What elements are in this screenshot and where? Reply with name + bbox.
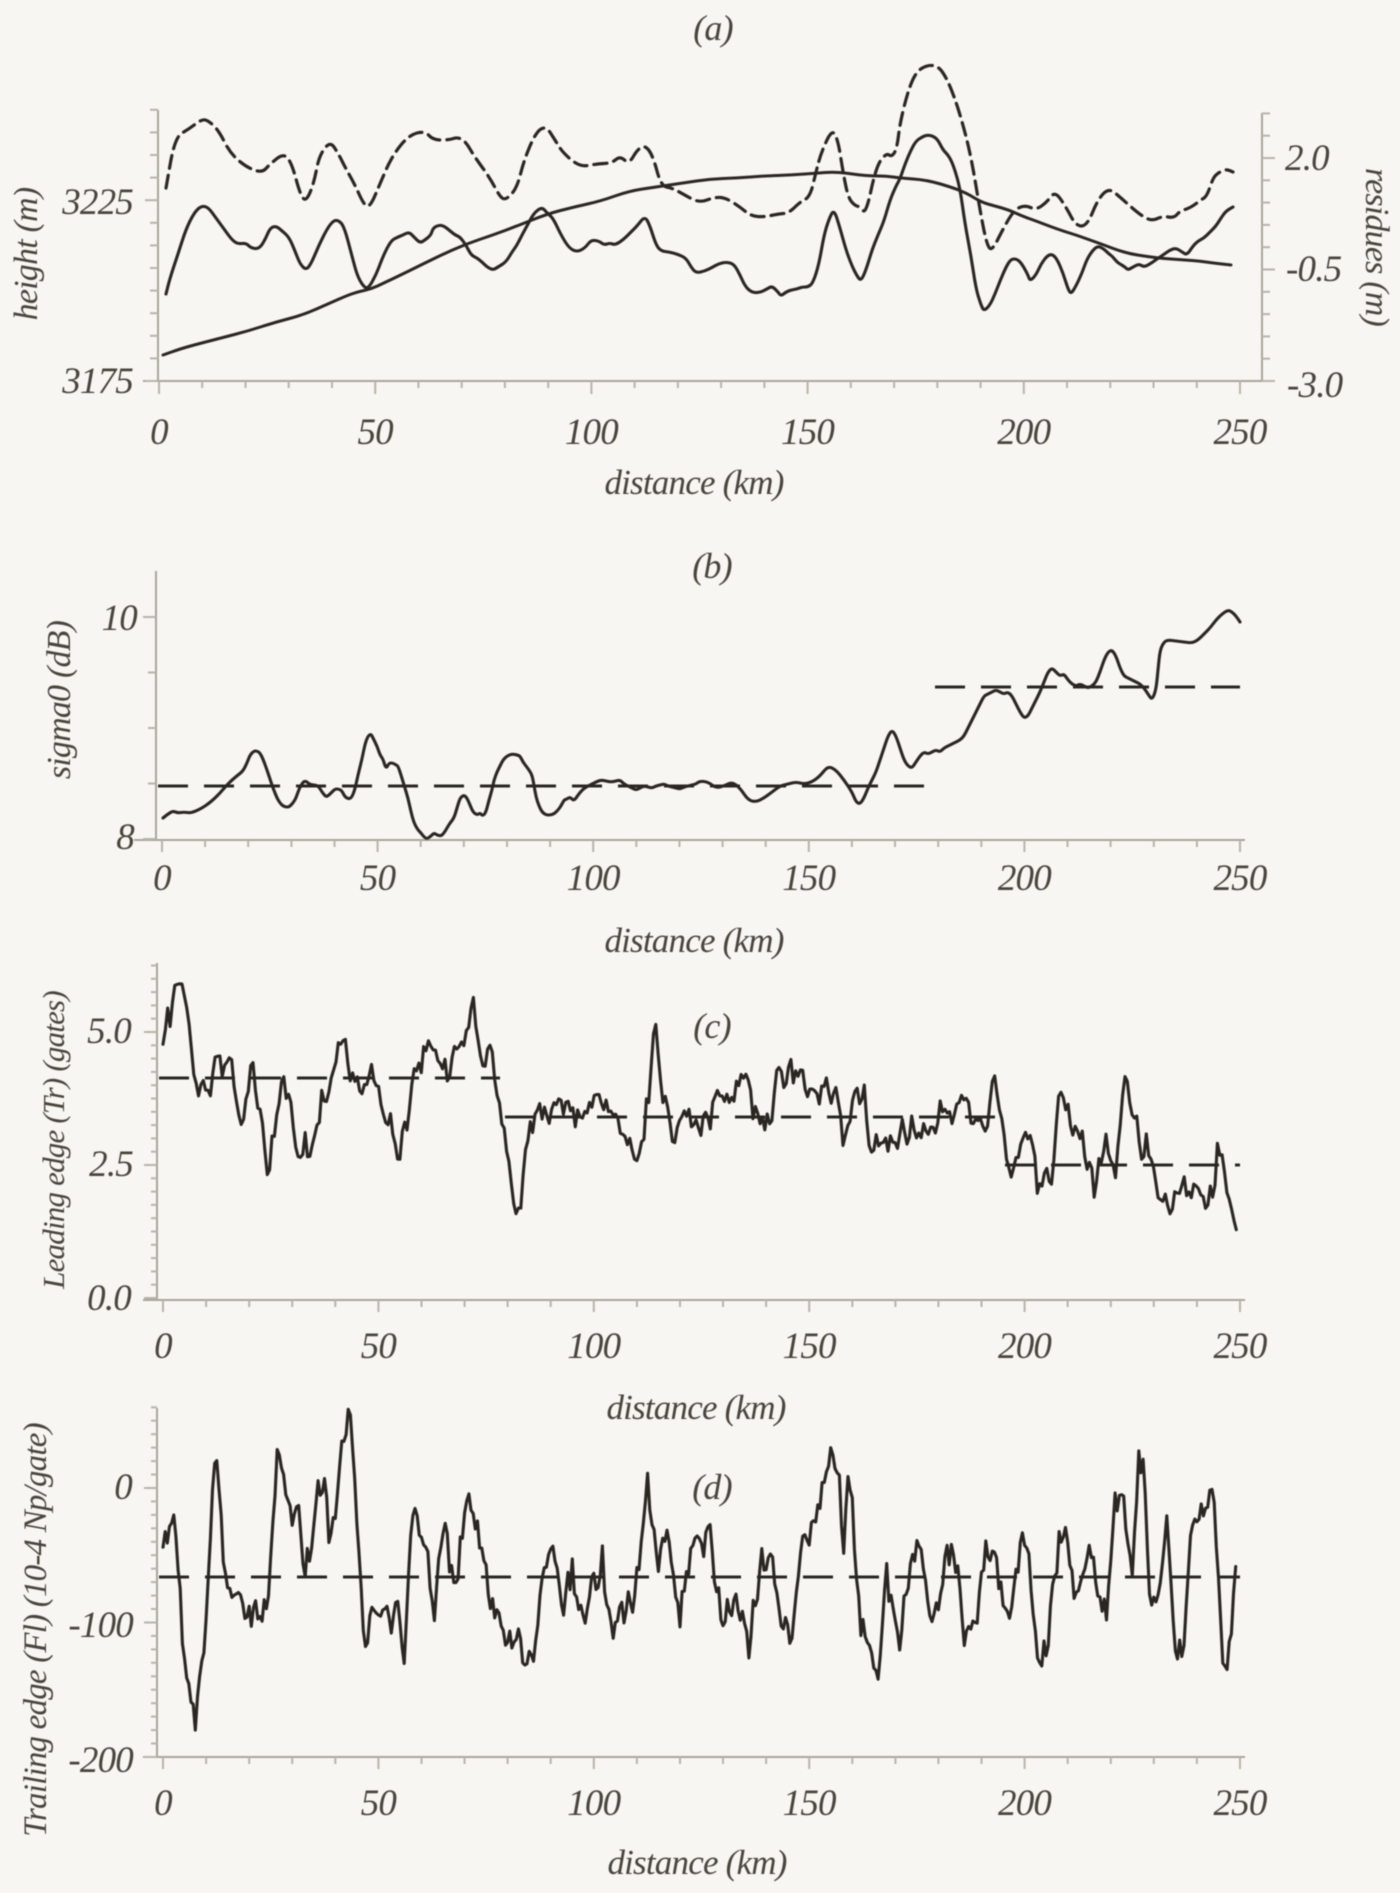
svg-text:0.0: 0.0: [87, 1278, 132, 1319]
svg-text:height (m): height (m): [8, 187, 45, 320]
svg-text:10: 10: [102, 598, 139, 639]
svg-text:150: 150: [781, 412, 835, 453]
svg-text:100: 100: [565, 412, 619, 453]
svg-text:200: 200: [998, 1326, 1052, 1367]
svg-text:0: 0: [154, 1783, 173, 1824]
svg-text:0: 0: [150, 412, 169, 453]
svg-text:0: 0: [154, 1326, 173, 1367]
svg-text:-3.0: -3.0: [1287, 365, 1344, 406]
svg-text:250: 250: [1213, 1326, 1267, 1367]
svg-text:2.0: 2.0: [1285, 138, 1330, 179]
svg-text:250: 250: [1213, 412, 1267, 453]
svg-text:150: 150: [782, 858, 836, 899]
svg-text:250: 250: [1213, 858, 1267, 899]
svg-text:200: 200: [998, 858, 1052, 899]
svg-text:50: 50: [357, 412, 394, 453]
svg-text:(d): (d): [692, 1467, 732, 1507]
svg-text:distance (km): distance (km): [607, 1843, 786, 1882]
svg-text:150: 150: [783, 1783, 837, 1824]
svg-text:50: 50: [361, 1783, 398, 1824]
svg-text:100: 100: [567, 1326, 621, 1367]
svg-text:distance (km): distance (km): [604, 463, 783, 502]
svg-text:Leading edge (Tr) (gates): Leading edge (Tr) (gates): [36, 991, 71, 1290]
svg-text:-0.5: -0.5: [1286, 249, 1342, 290]
svg-text:0: 0: [114, 1467, 133, 1508]
svg-text:sigma0 (dB): sigma0 (dB): [41, 620, 78, 779]
svg-text:(a): (a): [693, 8, 733, 48]
svg-text:distance (km): distance (km): [606, 1388, 785, 1427]
svg-text:-100: -100: [68, 1605, 134, 1646]
svg-text:Trailing edge (Fl) (10-4 Np/ga: Trailing edge (Fl) (10-4 Np/gate): [18, 1423, 54, 1837]
svg-text:residues (m): residues (m): [1358, 168, 1395, 327]
svg-text:5.0: 5.0: [87, 1011, 132, 1052]
svg-text:(b): (b): [692, 546, 732, 586]
svg-text:2.5: 2.5: [89, 1144, 133, 1185]
svg-text:100: 100: [567, 1783, 621, 1824]
svg-text:(c): (c): [693, 1006, 731, 1046]
svg-text:3225: 3225: [61, 182, 133, 223]
svg-text:3175: 3175: [61, 361, 133, 402]
svg-text:-200: -200: [68, 1740, 134, 1781]
svg-text:250: 250: [1213, 1783, 1267, 1824]
svg-text:200: 200: [997, 412, 1051, 453]
svg-text:distance (km): distance (km): [604, 921, 783, 960]
svg-text:0: 0: [153, 858, 172, 899]
svg-text:150: 150: [783, 1326, 837, 1367]
svg-text:100: 100: [567, 858, 621, 899]
svg-text:50: 50: [360, 858, 397, 899]
svg-text:50: 50: [361, 1326, 398, 1367]
svg-text:8: 8: [116, 817, 135, 858]
svg-text:200: 200: [998, 1783, 1052, 1824]
